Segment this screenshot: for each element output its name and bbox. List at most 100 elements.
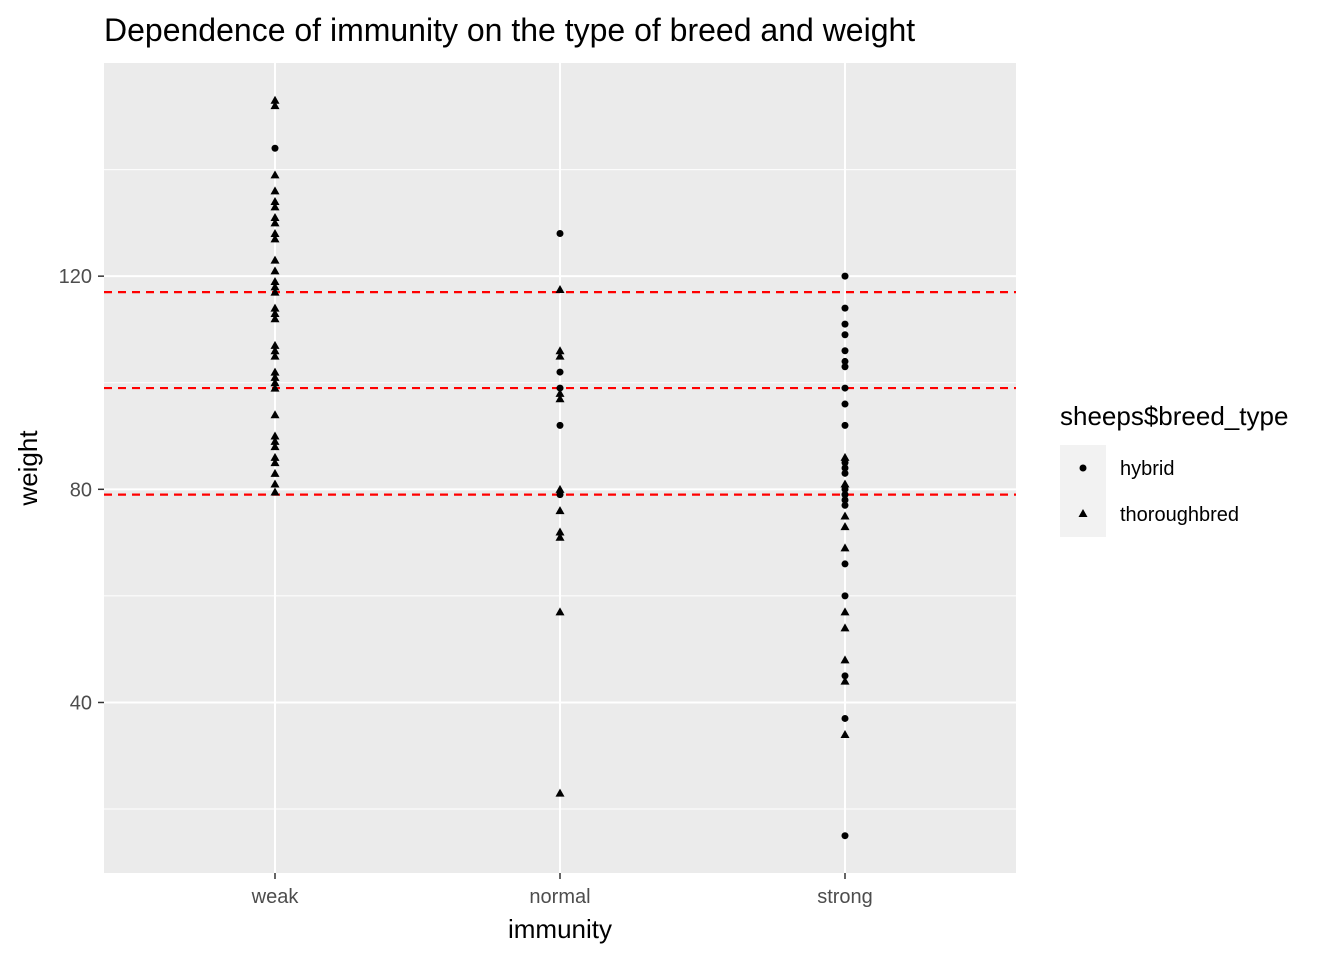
point-hybrid <box>841 464 849 472</box>
point-thoroughbred <box>270 266 280 275</box>
point-thoroughbred <box>270 436 280 445</box>
point-thoroughbred <box>270 95 280 104</box>
x-tick-label: normal <box>529 886 590 908</box>
point-hybrid <box>841 501 849 509</box>
point-hybrid <box>841 459 849 467</box>
point-hybrid <box>841 347 849 355</box>
point-hybrid <box>841 384 849 392</box>
point-thoroughbred <box>840 607 850 616</box>
legend-key-hybrid <box>1079 464 1087 472</box>
x-axis-title: immunity <box>508 914 612 944</box>
legend-title: sheeps$breed_type <box>1060 401 1288 431</box>
point-thoroughbred <box>270 458 280 467</box>
legend-label-thoroughbred: thoroughbred <box>1120 504 1239 526</box>
point-hybrid <box>841 714 849 722</box>
point-thoroughbred <box>270 314 280 323</box>
point-hybrid <box>556 384 564 392</box>
legend-key-thoroughbred <box>1078 509 1088 517</box>
point-hybrid <box>841 485 849 493</box>
y-tick-label: 40 <box>70 692 92 714</box>
point-thoroughbred <box>555 506 565 515</box>
point-thoroughbred <box>270 213 280 222</box>
point-thoroughbred <box>270 351 280 360</box>
point-thoroughbred <box>270 282 280 291</box>
point-thoroughbred <box>555 532 565 541</box>
y-axis: 40 80 120 <box>59 266 104 714</box>
point-hybrid <box>556 491 564 499</box>
point-thoroughbred <box>555 484 565 493</box>
point-hybrid <box>841 357 849 365</box>
point-thoroughbred <box>270 308 280 317</box>
point-thoroughbred <box>555 284 565 293</box>
point-thoroughbred <box>270 234 280 243</box>
point-hybrid <box>841 592 849 600</box>
point-thoroughbred <box>270 468 280 477</box>
point-hybrid <box>841 363 849 371</box>
x-tick-label: weak <box>251 886 300 908</box>
point-hybrid <box>841 304 849 312</box>
point-thoroughbred <box>270 287 280 296</box>
point-hybrid <box>841 421 849 429</box>
point-thoroughbred <box>270 170 280 179</box>
point-hybrid <box>841 560 849 568</box>
point-thoroughbred <box>270 479 280 488</box>
y-axis-title: weight <box>13 430 43 507</box>
point-thoroughbred <box>840 522 850 531</box>
point-thoroughbred <box>270 452 280 461</box>
point-hybrid <box>556 230 564 238</box>
legend-label-hybrid: hybrid <box>1120 458 1174 480</box>
point-hybrid <box>841 496 849 504</box>
point-thoroughbred <box>270 218 280 227</box>
point-hybrid <box>841 400 849 408</box>
point-hybrid <box>841 491 849 499</box>
point-thoroughbred <box>840 479 850 488</box>
y-tick-label: 80 <box>70 479 92 501</box>
point-thoroughbred <box>270 229 280 238</box>
point-hybrid <box>556 368 564 376</box>
point-thoroughbred <box>840 676 850 685</box>
point-thoroughbred <box>555 788 565 797</box>
point-thoroughbred <box>270 487 280 496</box>
point-thoroughbred <box>270 431 280 440</box>
point-thoroughbred <box>270 378 280 387</box>
point-hybrid <box>271 144 279 152</box>
point-thoroughbred <box>270 346 280 355</box>
point-hybrid <box>556 421 564 429</box>
x-axis: weak normal strong <box>251 873 873 908</box>
point-thoroughbred <box>270 101 280 110</box>
point-hybrid <box>841 469 849 477</box>
point-thoroughbred <box>270 340 280 349</box>
point-thoroughbred <box>840 729 850 738</box>
point-thoroughbred <box>270 202 280 211</box>
point-thoroughbred <box>555 346 565 355</box>
point-thoroughbred <box>270 410 280 419</box>
point-thoroughbred <box>270 197 280 206</box>
point-thoroughbred <box>270 383 280 392</box>
point-thoroughbred <box>840 511 850 520</box>
point-thoroughbred <box>555 607 565 616</box>
point-thoroughbred <box>840 655 850 664</box>
point-thoroughbred <box>270 255 280 264</box>
point-thoroughbred <box>270 367 280 376</box>
point-thoroughbred <box>270 303 280 312</box>
legend: sheeps$breed_type hybrid thoroughbred <box>1060 401 1288 537</box>
point-thoroughbred <box>555 388 565 397</box>
point-hybrid <box>841 832 849 840</box>
y-tick-label: 120 <box>59 266 92 288</box>
point-thoroughbred <box>270 276 280 285</box>
point-thoroughbred <box>555 527 565 536</box>
point-thoroughbred <box>555 394 565 403</box>
point-thoroughbred <box>840 452 850 461</box>
chart-title: Dependence of immunity on the type of br… <box>104 12 915 48</box>
point-hybrid <box>841 320 849 328</box>
x-tick-label: strong <box>817 886 873 908</box>
point-thoroughbred <box>840 623 850 632</box>
point-hybrid <box>841 672 849 680</box>
point-thoroughbred <box>270 372 280 381</box>
point-thoroughbred <box>840 543 850 552</box>
data-points <box>270 95 850 840</box>
point-hybrid <box>841 331 849 339</box>
point-hybrid <box>841 272 849 280</box>
point-thoroughbred <box>270 186 280 195</box>
